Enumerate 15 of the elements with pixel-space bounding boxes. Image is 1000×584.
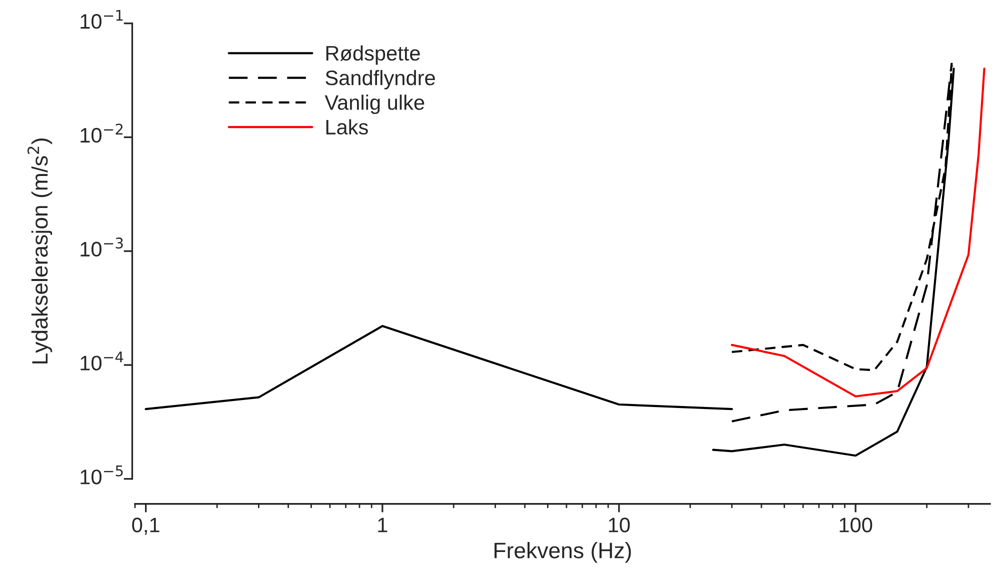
legend-label: Laks bbox=[326, 119, 368, 135]
legend-label: Vanlig ulke bbox=[324, 94, 424, 114]
x-tick-label: 10 bbox=[608, 518, 630, 532]
y-axis-title: Lydakselerasjon (m/s$^{2}$) bbox=[27, 138, 52, 364]
legend-label: Sandflyndre bbox=[326, 70, 435, 90]
x-tick-label: 100 bbox=[840, 518, 872, 532]
legend-label: Rødspette bbox=[326, 45, 420, 65]
y-tick-label: 10$^{−1}$ bbox=[80, 10, 123, 29]
x-axis-title: Frekvens (Hz) bbox=[494, 542, 631, 563]
y-tick-label: 10$^{−5}$ bbox=[80, 466, 123, 484]
x-tick-label: 0,1 bbox=[132, 518, 160, 535]
y-tick-label: 10$^{−4}$ bbox=[80, 352, 124, 370]
y-tick-label: 10$^{−2}$ bbox=[80, 124, 123, 143]
x-tick-label: 1 bbox=[378, 518, 388, 532]
y-tick-label: 10$^{−3}$ bbox=[80, 238, 123, 257]
